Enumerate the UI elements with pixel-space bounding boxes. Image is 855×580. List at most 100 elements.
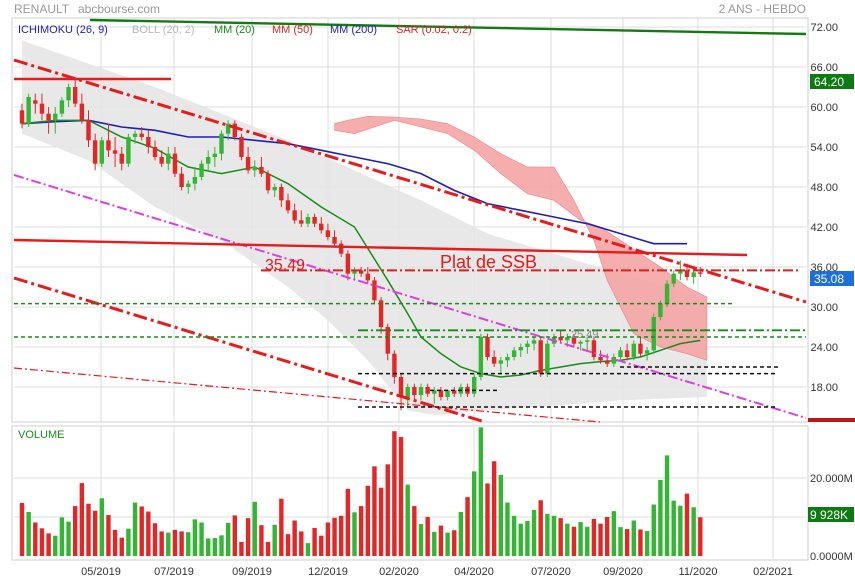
candle-body bbox=[452, 390, 457, 394]
long-term-trendline bbox=[89, 18, 807, 36]
candle-body bbox=[651, 317, 656, 351]
volume-bar bbox=[272, 524, 277, 556]
volume-bar bbox=[106, 515, 111, 556]
candle-body bbox=[605, 360, 610, 364]
volume-bar bbox=[239, 541, 244, 556]
price-tick-label: 72.00 bbox=[810, 22, 838, 34]
volume-bar bbox=[53, 535, 58, 556]
candle-body bbox=[585, 340, 590, 342]
volume-bar bbox=[99, 498, 104, 556]
price-tick-label: 30.00 bbox=[810, 302, 838, 314]
candle-body bbox=[538, 340, 543, 374]
candle-body bbox=[206, 157, 211, 164]
candle-body bbox=[698, 272, 703, 274]
volume-bar bbox=[206, 538, 211, 556]
volume-bar bbox=[332, 517, 337, 556]
volume-bar bbox=[618, 527, 623, 556]
candle-body bbox=[425, 387, 430, 394]
candle-body bbox=[86, 120, 91, 141]
volume-bar bbox=[79, 483, 85, 556]
candle-body bbox=[212, 153, 218, 157]
bollinger-band-area bbox=[22, 40, 707, 415]
candle-body bbox=[358, 270, 364, 274]
volume-bar bbox=[445, 532, 450, 556]
chart-symbol: RENAULT bbox=[14, 2, 70, 16]
volume-bar bbox=[33, 522, 38, 556]
volume-bar bbox=[73, 506, 78, 556]
price-tick-label: 60.00 bbox=[810, 102, 838, 114]
volume-bar bbox=[525, 520, 530, 556]
volume-bar bbox=[378, 487, 384, 556]
volume-bar bbox=[59, 517, 65, 556]
candle-body bbox=[59, 100, 65, 114]
volume-bar bbox=[252, 501, 257, 556]
candle-body bbox=[159, 157, 164, 164]
candle-body bbox=[292, 210, 297, 221]
volume-bar bbox=[225, 522, 231, 556]
volume-bar bbox=[112, 529, 118, 556]
volume-bar bbox=[265, 541, 271, 556]
candle-body bbox=[478, 337, 484, 377]
volume-bar bbox=[678, 505, 683, 556]
time-axis: 05/2019 07/2019 09/2019 12/2019 02/2020 04/20… bbox=[81, 566, 793, 578]
chart-period: 2 ANS - HEBDO bbox=[719, 2, 806, 16]
volume-bars bbox=[19, 427, 703, 556]
candle-body bbox=[405, 387, 410, 397]
median-line bbox=[13, 174, 807, 419]
volume-bar bbox=[39, 528, 45, 556]
indicator-legend: ICHIMOKU (26, 9) BOLL (20, 2) MM (20) MM (5… bbox=[18, 24, 472, 36]
time-tick-label: 07/2019 bbox=[154, 566, 194, 578]
volume-bar bbox=[491, 461, 497, 556]
time-tick-label: 09/2020 bbox=[603, 566, 643, 578]
volume-bar bbox=[591, 518, 597, 556]
time-tick-label: 12/2019 bbox=[308, 566, 348, 578]
price-tick-label: 54.00 bbox=[810, 142, 838, 154]
candle-body bbox=[412, 387, 417, 395]
volume-bar bbox=[638, 529, 643, 556]
volume-bar bbox=[19, 502, 25, 556]
volume-bar bbox=[691, 507, 696, 556]
candle-body bbox=[305, 217, 311, 224]
candle-body bbox=[73, 87, 78, 104]
candle-body bbox=[66, 87, 71, 101]
level-label-35-49: 35.49 bbox=[265, 257, 305, 274]
time-tick-label: 02/2021 bbox=[753, 566, 793, 578]
volume-bar bbox=[571, 526, 577, 556]
price-tick-label: 18.00 bbox=[810, 382, 838, 394]
lower-thin-line bbox=[13, 367, 601, 423]
mm200-line bbox=[21, 119, 687, 245]
candle-body bbox=[631, 343, 636, 357]
time-tick-label: 04/2020 bbox=[454, 566, 494, 578]
candle-body bbox=[618, 350, 623, 357]
candle-body bbox=[658, 303, 663, 317]
candle-body bbox=[392, 353, 397, 377]
price-tag-last: 35.08 bbox=[814, 272, 844, 286]
volume-bar bbox=[345, 488, 351, 556]
candle-body bbox=[26, 97, 31, 124]
volume-bar bbox=[285, 534, 291, 556]
volume-bar bbox=[152, 523, 158, 556]
volume-bar bbox=[538, 500, 543, 556]
candle-body bbox=[339, 243, 344, 254]
volume-bar bbox=[192, 519, 198, 556]
volume-bar bbox=[219, 535, 224, 556]
candle-body bbox=[372, 280, 377, 301]
volume-bar bbox=[385, 464, 390, 556]
mm20-line bbox=[21, 119, 701, 378]
candle-body bbox=[46, 113, 51, 121]
candle-body bbox=[472, 377, 477, 394]
legend-item: MM (20) bbox=[214, 24, 255, 36]
candle-body bbox=[385, 327, 390, 354]
volume-bar bbox=[186, 532, 191, 556]
volume-panel-frame bbox=[11, 425, 809, 561]
price-tag-high: 64.20 bbox=[814, 75, 844, 89]
candle-body bbox=[485, 337, 490, 357]
candle-body bbox=[146, 137, 151, 147]
volume-bar bbox=[565, 523, 570, 556]
candle-body bbox=[624, 350, 630, 357]
plat-de-ssb-note: Plat de SSB bbox=[440, 252, 537, 272]
volume-bar bbox=[339, 515, 344, 556]
legend-item: BOLL (20, 2) bbox=[132, 24, 195, 36]
candle-body bbox=[186, 183, 191, 187]
